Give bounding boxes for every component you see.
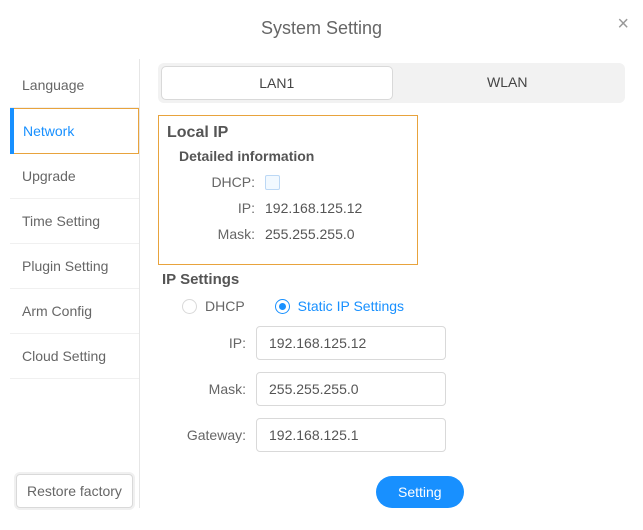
sidebar-item-arm-config[interactable]: Arm Config [10,289,139,334]
ip-settings-title: IP Settings [162,271,625,288]
mask-input[interactable] [256,372,446,406]
sidebar-item-label: Plugin Setting [22,258,108,274]
mask-value: 255.255.255.0 [265,226,355,242]
radio-icon [275,299,290,314]
tab-lan1[interactable]: LAN1 [161,66,393,100]
local-ip-subtitle: Detailed information [179,148,407,164]
dhcp-label: DHCP: [167,174,265,190]
mask-label: Mask: [167,226,265,242]
sidebar-item-label: Arm Config [22,303,92,319]
local-ip-title: Local IP [167,124,407,142]
dialog-title: System Setting [0,0,643,39]
ip-input-label: IP: [158,335,256,351]
radio-label: DHCP [205,298,245,314]
sidebar-item-upgrade[interactable]: Upgrade [10,154,139,199]
sidebar-item-network[interactable]: Network [10,108,139,154]
radio-icon [182,299,197,314]
setting-button[interactable]: Setting [376,476,464,508]
tab-label: LAN1 [259,75,294,91]
restore-factory-button[interactable]: Restore factory [16,474,133,508]
gateway-input-label: Gateway: [158,427,256,443]
radio-static-ip[interactable]: Static IP Settings [275,298,404,314]
ip-input[interactable] [256,326,446,360]
tab-label: WLAN [487,74,527,90]
sidebar-item-language[interactable]: Language [10,63,139,108]
mask-input-label: Mask: [158,381,256,397]
sidebar-item-label: Time Setting [22,213,100,229]
sidebar-item-time-setting[interactable]: Time Setting [10,199,139,244]
ip-mode-radios: DHCP Static IP Settings [182,298,625,314]
sidebar-item-label: Upgrade [22,168,76,184]
local-ip-section: Local IP Detailed information DHCP: IP: … [158,115,418,265]
gateway-input[interactable] [256,418,446,452]
radio-dhcp[interactable]: DHCP [182,298,245,314]
sidebar-item-label: Language [22,77,84,93]
sidebar-item-cloud-setting[interactable]: Cloud Setting [10,334,139,379]
main-panel: LAN1 WLAN Local IP Detailed information … [140,59,643,508]
sidebar-item-label: Cloud Setting [22,348,106,364]
sidebar-item-label: Network [23,123,74,139]
network-tabs: LAN1 WLAN [158,63,625,103]
tab-wlan[interactable]: WLAN [393,66,623,100]
ip-label: IP: [167,200,265,216]
ip-value: 192.168.125.12 [265,200,362,216]
system-setting-dialog: × System Setting Language Network Upgrad… [0,0,643,530]
sidebar: Language Network Upgrade Time Setting Pl… [10,59,140,508]
radio-label: Static IP Settings [298,298,404,314]
sidebar-item-plugin-setting[interactable]: Plugin Setting [10,244,139,289]
close-icon[interactable]: × [617,14,629,34]
dhcp-checkbox[interactable] [265,175,280,190]
